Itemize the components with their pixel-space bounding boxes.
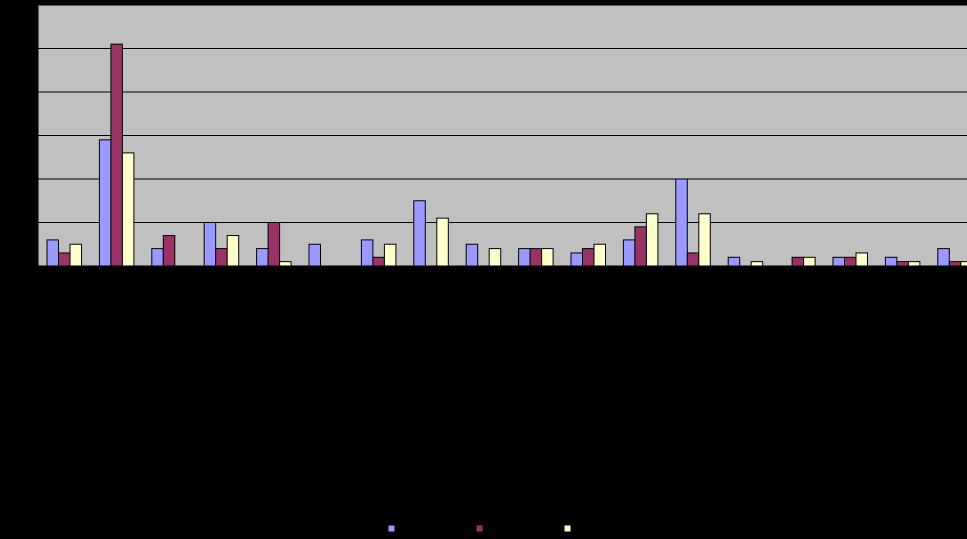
bar bbox=[791, 256, 805, 267]
bar bbox=[645, 213, 659, 267]
bar bbox=[844, 256, 857, 267]
bar bbox=[541, 248, 554, 267]
bar bbox=[686, 252, 700, 267]
bar bbox=[256, 248, 269, 267]
bar bbox=[518, 248, 531, 267]
bar bbox=[727, 256, 741, 267]
bar bbox=[634, 226, 647, 267]
bar bbox=[570, 252, 583, 267]
bar bbox=[413, 200, 426, 267]
bar bbox=[488, 248, 502, 267]
bar bbox=[436, 217, 449, 267]
bar bbox=[98, 139, 112, 267]
bar bbox=[69, 243, 82, 267]
bar bbox=[960, 261, 967, 267]
bar bbox=[675, 178, 688, 267]
bar bbox=[803, 256, 816, 267]
bar bbox=[948, 261, 962, 267]
bar bbox=[215, 248, 228, 267]
bar bbox=[622, 239, 636, 267]
bar bbox=[267, 222, 281, 267]
bar bbox=[465, 243, 479, 267]
bar bbox=[896, 261, 909, 267]
bar bbox=[360, 239, 374, 267]
legend-marker bbox=[475, 524, 484, 533]
bar bbox=[529, 248, 543, 267]
bar bbox=[907, 261, 921, 267]
bar bbox=[698, 213, 711, 267]
bar bbox=[884, 256, 898, 267]
legend-marker bbox=[387, 524, 396, 533]
bar bbox=[279, 261, 292, 267]
bar bbox=[121, 152, 135, 267]
bar bbox=[203, 222, 217, 267]
bar bbox=[383, 243, 397, 267]
bar bbox=[937, 248, 950, 267]
bar bbox=[162, 235, 176, 267]
bar bbox=[372, 256, 385, 267]
bar bbox=[110, 43, 123, 267]
bar bbox=[46, 239, 59, 267]
bar bbox=[582, 248, 595, 267]
bar bbox=[593, 243, 606, 267]
bar bbox=[226, 235, 240, 267]
bar bbox=[58, 252, 71, 267]
legend-marker bbox=[563, 524, 572, 533]
bar bbox=[855, 252, 868, 267]
bar bbox=[151, 248, 164, 267]
bar bbox=[308, 243, 321, 267]
bar bbox=[832, 256, 845, 267]
bar bbox=[750, 261, 764, 267]
